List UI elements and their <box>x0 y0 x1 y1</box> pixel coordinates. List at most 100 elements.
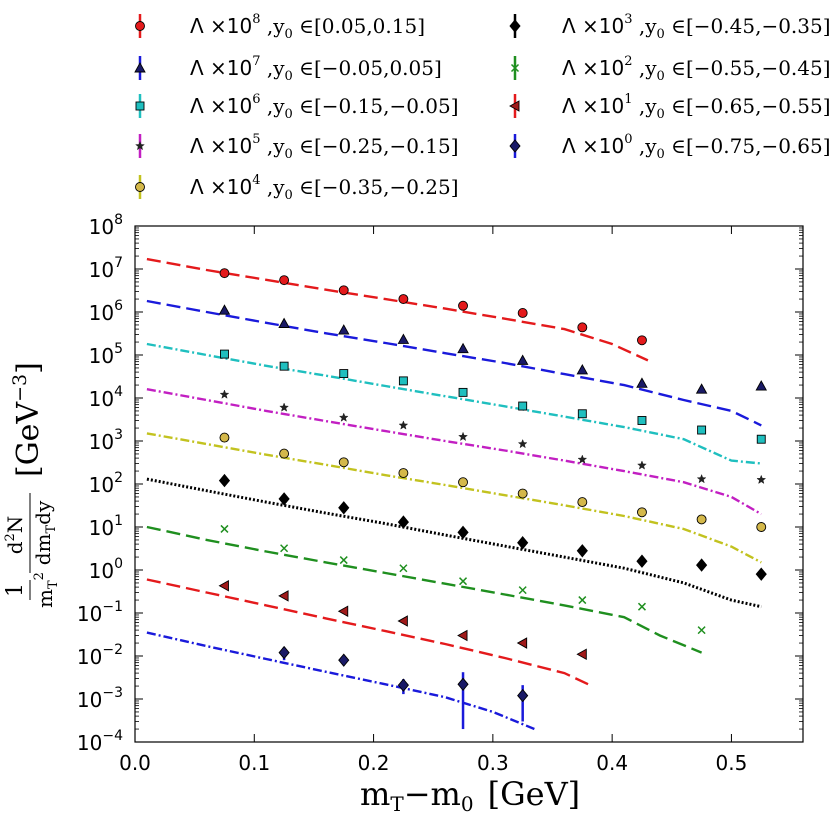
data-point-s5-p1 <box>278 492 290 506</box>
legend-label: Λ ×107 ,y0 ∈[−0.05,0.05] <box>190 54 442 84</box>
data-point-s2-p4 <box>458 387 468 397</box>
data-point-s3-p5 <box>517 438 528 449</box>
y-tick-label: 102 <box>89 470 123 497</box>
legend-marker <box>509 139 521 153</box>
data-point-s6-p3 <box>399 564 408 573</box>
legend-label: Λ ×105 ,y0 ∈[−0.25,−0.15] <box>190 132 459 162</box>
legend-marker <box>510 63 520 73</box>
legend-label: Λ ×106 ,y0 ∈[−0.15,−0.05] <box>190 92 459 122</box>
y-axis-title: 1 d2N dmTdy mT2 [GeV−3] <box>3 362 61 608</box>
y-tick-label: 100 <box>89 556 123 583</box>
legend-item-7: Λ ×101 ,y0 ∈[−0.65,−0.55] <box>509 92 831 122</box>
data-point-s2-p9 <box>756 434 766 444</box>
plot-frame <box>134 225 804 743</box>
data-point-s3-p1 <box>279 402 290 412</box>
data-point-s4-p4 <box>458 477 468 488</box>
data-point-s1-p7 <box>636 377 648 388</box>
data-point-s3-p2 <box>338 412 349 422</box>
x-axis-title: mT−m0 [GeV] <box>360 775 580 814</box>
data-point-s7-p5 <box>516 637 528 649</box>
data-point-s5-p8 <box>696 558 708 572</box>
data-point-s5-p3 <box>397 515 409 529</box>
data-point-s8-p3 <box>457 677 469 691</box>
data-point-s3-p6 <box>577 454 588 464</box>
data-point-s3-p9 <box>756 474 767 485</box>
data-point-s3-p3 <box>398 420 409 430</box>
legend-label: Λ ×103 ,y0 ∈[−0.45,−0.35] <box>562 12 831 42</box>
legend-item-4: Λ ×104 ,y0 ∈[−0.35,−0.25] <box>135 173 459 203</box>
legend-marker <box>509 19 521 33</box>
data-point-s0-p7 <box>637 335 647 346</box>
y-tick-label: 104 <box>89 384 123 411</box>
data-point-s1-p0 <box>218 304 231 315</box>
data-point-s8-p2 <box>397 678 409 692</box>
y-tick-label: 10−3 <box>77 685 123 712</box>
model-curves <box>146 257 762 731</box>
y-tick-label: 108 <box>89 212 123 239</box>
data-point-s6-p4 <box>459 577 468 586</box>
y-tick-label: 103 <box>89 427 123 454</box>
data-point-s1-p6 <box>576 363 589 375</box>
data-point-s7-p4 <box>457 629 468 642</box>
data-point-s4-p0 <box>219 432 230 443</box>
x-tick-labels: 0.0 0.1 0.2 0.3 0.4 0.5 <box>119 751 747 775</box>
legend-label: Λ ×108 ,y0 ∈[0.05,0.15] <box>190 12 425 42</box>
data-point-s6-p5 <box>518 586 527 595</box>
x-tick-label: 0.0 <box>119 751 151 775</box>
data-point-s7-p2 <box>337 605 349 617</box>
data-point-s7-p6 <box>576 648 587 660</box>
data-point-s4-p9 <box>756 522 767 532</box>
data-point-s8-p0 <box>278 645 290 660</box>
svg-text:[GeV−3]: [GeV−3] <box>9 362 46 477</box>
data-point-s3-p4 <box>458 431 468 442</box>
y-tick-label: 10−4 <box>77 728 123 755</box>
model-curve-6 <box>146 525 703 654</box>
legend-item-8: Λ ×100 ,y0 ∈[−0.75,−0.65] <box>509 132 831 162</box>
model-curve-7 <box>146 578 589 686</box>
svg-text:1: 1 <box>3 583 28 597</box>
data-point-s0-p5 <box>517 308 528 318</box>
data-point-s0-p2 <box>338 285 349 296</box>
model-curve-0 <box>146 257 649 362</box>
data-point-s4-p3 <box>398 468 409 478</box>
legend-label: Λ ×104 ,y0 ∈[−0.35,−0.25] <box>190 173 459 203</box>
data-point-s5-p2 <box>338 501 350 515</box>
data-point-s1-p3 <box>397 333 410 344</box>
x-tick-label: 0.1 <box>238 751 270 775</box>
legend-marker <box>135 182 145 192</box>
data-point-s0-p0 <box>219 268 230 279</box>
legend-label: Λ ×101 ,y0 ∈[−0.65,−0.55] <box>562 92 831 122</box>
data-point-s0-p3 <box>398 294 409 305</box>
data-point-s7-p3 <box>397 615 408 627</box>
data-point-s1-p2 <box>337 324 350 335</box>
x-tick-label: 0.2 <box>358 751 390 775</box>
axis-ticks <box>134 225 803 743</box>
legend-label: Λ ×100 ,y0 ∈[−0.75,−0.65] <box>562 132 831 162</box>
data-point-s1-p5 <box>516 354 529 365</box>
data-point-s2-p3 <box>398 376 408 386</box>
legend: Λ ×108 ,y0 ∈[0.05,0.15] Λ ×107 ,y0 ∈[−0.0… <box>134 12 831 203</box>
legend-marker <box>134 62 146 73</box>
data-point-s0-p4 <box>458 300 468 311</box>
svg-text:dmTdy: dmTdy <box>31 500 59 565</box>
legend-marker <box>135 101 145 111</box>
y-tick-label: 105 <box>89 341 123 368</box>
data-point-s5-p7 <box>636 554 648 568</box>
legend-item-1: Λ ×107 ,y0 ∈[−0.05,0.05] <box>134 54 442 84</box>
y-tick-label: 10−1 <box>77 599 123 626</box>
legend-marker <box>135 140 145 151</box>
data-points <box>218 268 768 730</box>
data-point-s7-p1 <box>278 590 289 602</box>
data-point-s6-p6 <box>578 596 587 605</box>
data-point-s1-p9 <box>755 380 768 391</box>
model-curve-1 <box>146 299 762 427</box>
data-point-s4-p6 <box>577 497 588 508</box>
svg-text:d2N: d2N <box>3 516 27 555</box>
data-point-s3-p7 <box>637 460 647 470</box>
data-point-s8-p1 <box>338 653 350 667</box>
y-tick-label: 106 <box>89 298 123 325</box>
data-point-s4-p8 <box>696 514 707 525</box>
data-point-s0-p6 <box>577 322 588 333</box>
legend-item-3: Λ ×105 ,y0 ∈[−0.25,−0.15] <box>135 132 459 162</box>
